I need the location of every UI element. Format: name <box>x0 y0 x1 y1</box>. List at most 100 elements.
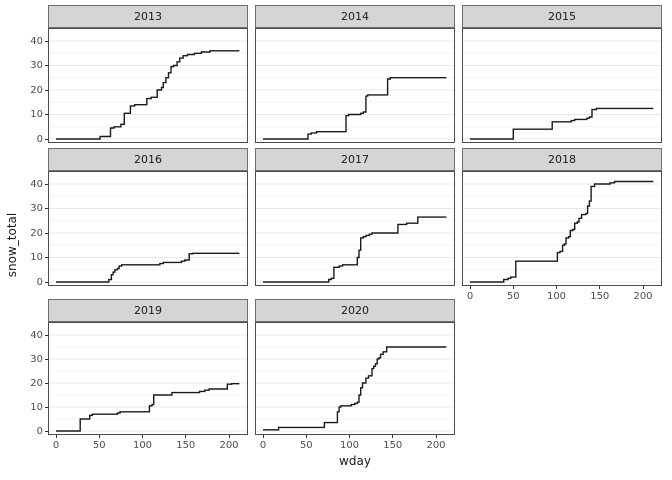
x-tick-mark <box>55 435 57 438</box>
facet-panel <box>48 322 248 435</box>
facet-2017: 2017 <box>255 148 455 286</box>
y-tick-mark <box>45 334 48 336</box>
step-line-plot <box>49 334 247 432</box>
x-tick-mark <box>98 435 100 438</box>
facet-panel <box>48 171 248 286</box>
x-tick-mark <box>305 435 307 438</box>
y-tick-label: 0 <box>36 133 43 145</box>
facet-label: 2016 <box>134 153 162 166</box>
facet-strip: 2019 <box>48 299 248 322</box>
y-tick-label: 20 <box>30 227 43 239</box>
y-tick-mark <box>45 65 48 66</box>
step-line-2013 <box>56 50 240 140</box>
facet-2013: 2013 0 10 20 30 40 <box>30 5 248 145</box>
x-tick-mark <box>349 435 350 438</box>
y-tick-label: 0 <box>36 425 43 437</box>
step-line-plot <box>463 180 661 283</box>
x-tick-label: 150 <box>176 440 196 451</box>
x-tick-label: 100 <box>132 440 153 451</box>
y-tick-mark <box>45 208 48 209</box>
step-line-plot <box>49 183 247 283</box>
facet-label: 2017 <box>341 153 369 166</box>
y-tick-label: 40 <box>30 329 43 341</box>
facet-strip: 2017 <box>255 148 455 171</box>
y-tick-mark <box>45 406 48 408</box>
x-tick-label: 200 <box>426 440 446 451</box>
x-tick-label: 200 <box>633 291 653 302</box>
facet-2016: 2016 0 10 20 30 40 <box>30 148 248 288</box>
facet-2019: 2019 0 10 20 30 40 0 50 100 150 200 <box>30 299 248 451</box>
step-line-plot <box>49 40 247 140</box>
facet-panel <box>462 28 662 143</box>
facet-strip: 2016 <box>48 148 248 171</box>
y-tick-mark <box>45 138 48 140</box>
x-tick-mark <box>262 435 264 438</box>
y-tick-label: 30 <box>30 60 43 71</box>
y-tick-label: 30 <box>30 203 43 214</box>
step-line-plot <box>256 183 454 283</box>
x-tick-label: 0 <box>52 440 60 451</box>
facet-label: 2020 <box>341 304 369 317</box>
facet-strip: 2013 <box>48 5 248 28</box>
facet-panel <box>255 171 455 286</box>
facet-label: 2013 <box>134 10 162 23</box>
x-tick-mark <box>142 435 143 438</box>
x-tick-label: 0 <box>259 440 267 451</box>
step-line-2018 <box>470 180 654 283</box>
y-tick-label: 0 <box>36 276 43 288</box>
facet-label: 2019 <box>134 304 162 317</box>
y-tick-mark <box>45 281 48 283</box>
x-tick-mark <box>435 435 437 438</box>
y-tick-label: 30 <box>30 353 43 365</box>
x-tick-mark <box>512 286 514 289</box>
y-tick-mark <box>45 382 48 384</box>
step-line-2019 <box>56 383 240 432</box>
x-tick-label: 0 <box>466 291 474 302</box>
x-tick-label: 200 <box>219 440 239 451</box>
x-tick-mark <box>469 286 471 289</box>
y-tick-label: 10 <box>30 252 43 263</box>
x-tick-label: 50 <box>92 440 106 451</box>
facet-2014: 2014 <box>255 5 455 143</box>
y-tick-mark <box>45 40 48 42</box>
facet-label: 2015 <box>548 10 576 23</box>
x-tick-label: 50 <box>506 291 520 302</box>
x-tick-mark <box>599 286 601 289</box>
y-tick-mark <box>45 257 48 258</box>
x-axis-title: wday <box>339 454 371 468</box>
x-tick-label: 100 <box>546 291 567 302</box>
y-tick-mark <box>45 232 48 234</box>
facet-2015: 2015 <box>462 5 662 143</box>
facet-strip: 2014 <box>255 5 455 28</box>
y-tick-label: 40 <box>30 35 43 47</box>
facet-panel <box>48 28 248 143</box>
facet-label: 2014 <box>341 10 369 23</box>
x-tick-label: 150 <box>590 291 610 302</box>
step-line-plot <box>256 334 454 432</box>
x-tick-label: 100 <box>339 440 360 451</box>
x-tick-mark <box>642 286 644 289</box>
y-tick-mark <box>45 183 48 185</box>
facet-strip: 2015 <box>462 5 662 28</box>
x-tick-label: 50 <box>299 440 313 451</box>
y-tick-mark <box>45 114 48 115</box>
facet-panel <box>255 28 455 143</box>
facet-label: 2018 <box>548 153 576 166</box>
y-tick-mark <box>45 358 48 360</box>
facet-strip: 2018 <box>462 148 662 171</box>
x-tick-mark <box>228 435 230 438</box>
facet-panel <box>255 322 455 435</box>
step-line-plot <box>463 40 661 140</box>
facet-strip: 2020 <box>255 299 455 322</box>
facet-panel <box>462 171 662 286</box>
step-line-2017 <box>263 216 447 283</box>
y-tick-label: 10 <box>30 109 43 120</box>
y-tick-label: 10 <box>30 401 43 413</box>
y-tick-label: 20 <box>30 84 43 96</box>
y-tick-mark <box>45 430 48 432</box>
facet-2018: 2018 0 50 100 150 200 <box>462 148 662 302</box>
step-line-2015 <box>470 107 654 140</box>
step-line-2014 <box>263 77 447 140</box>
